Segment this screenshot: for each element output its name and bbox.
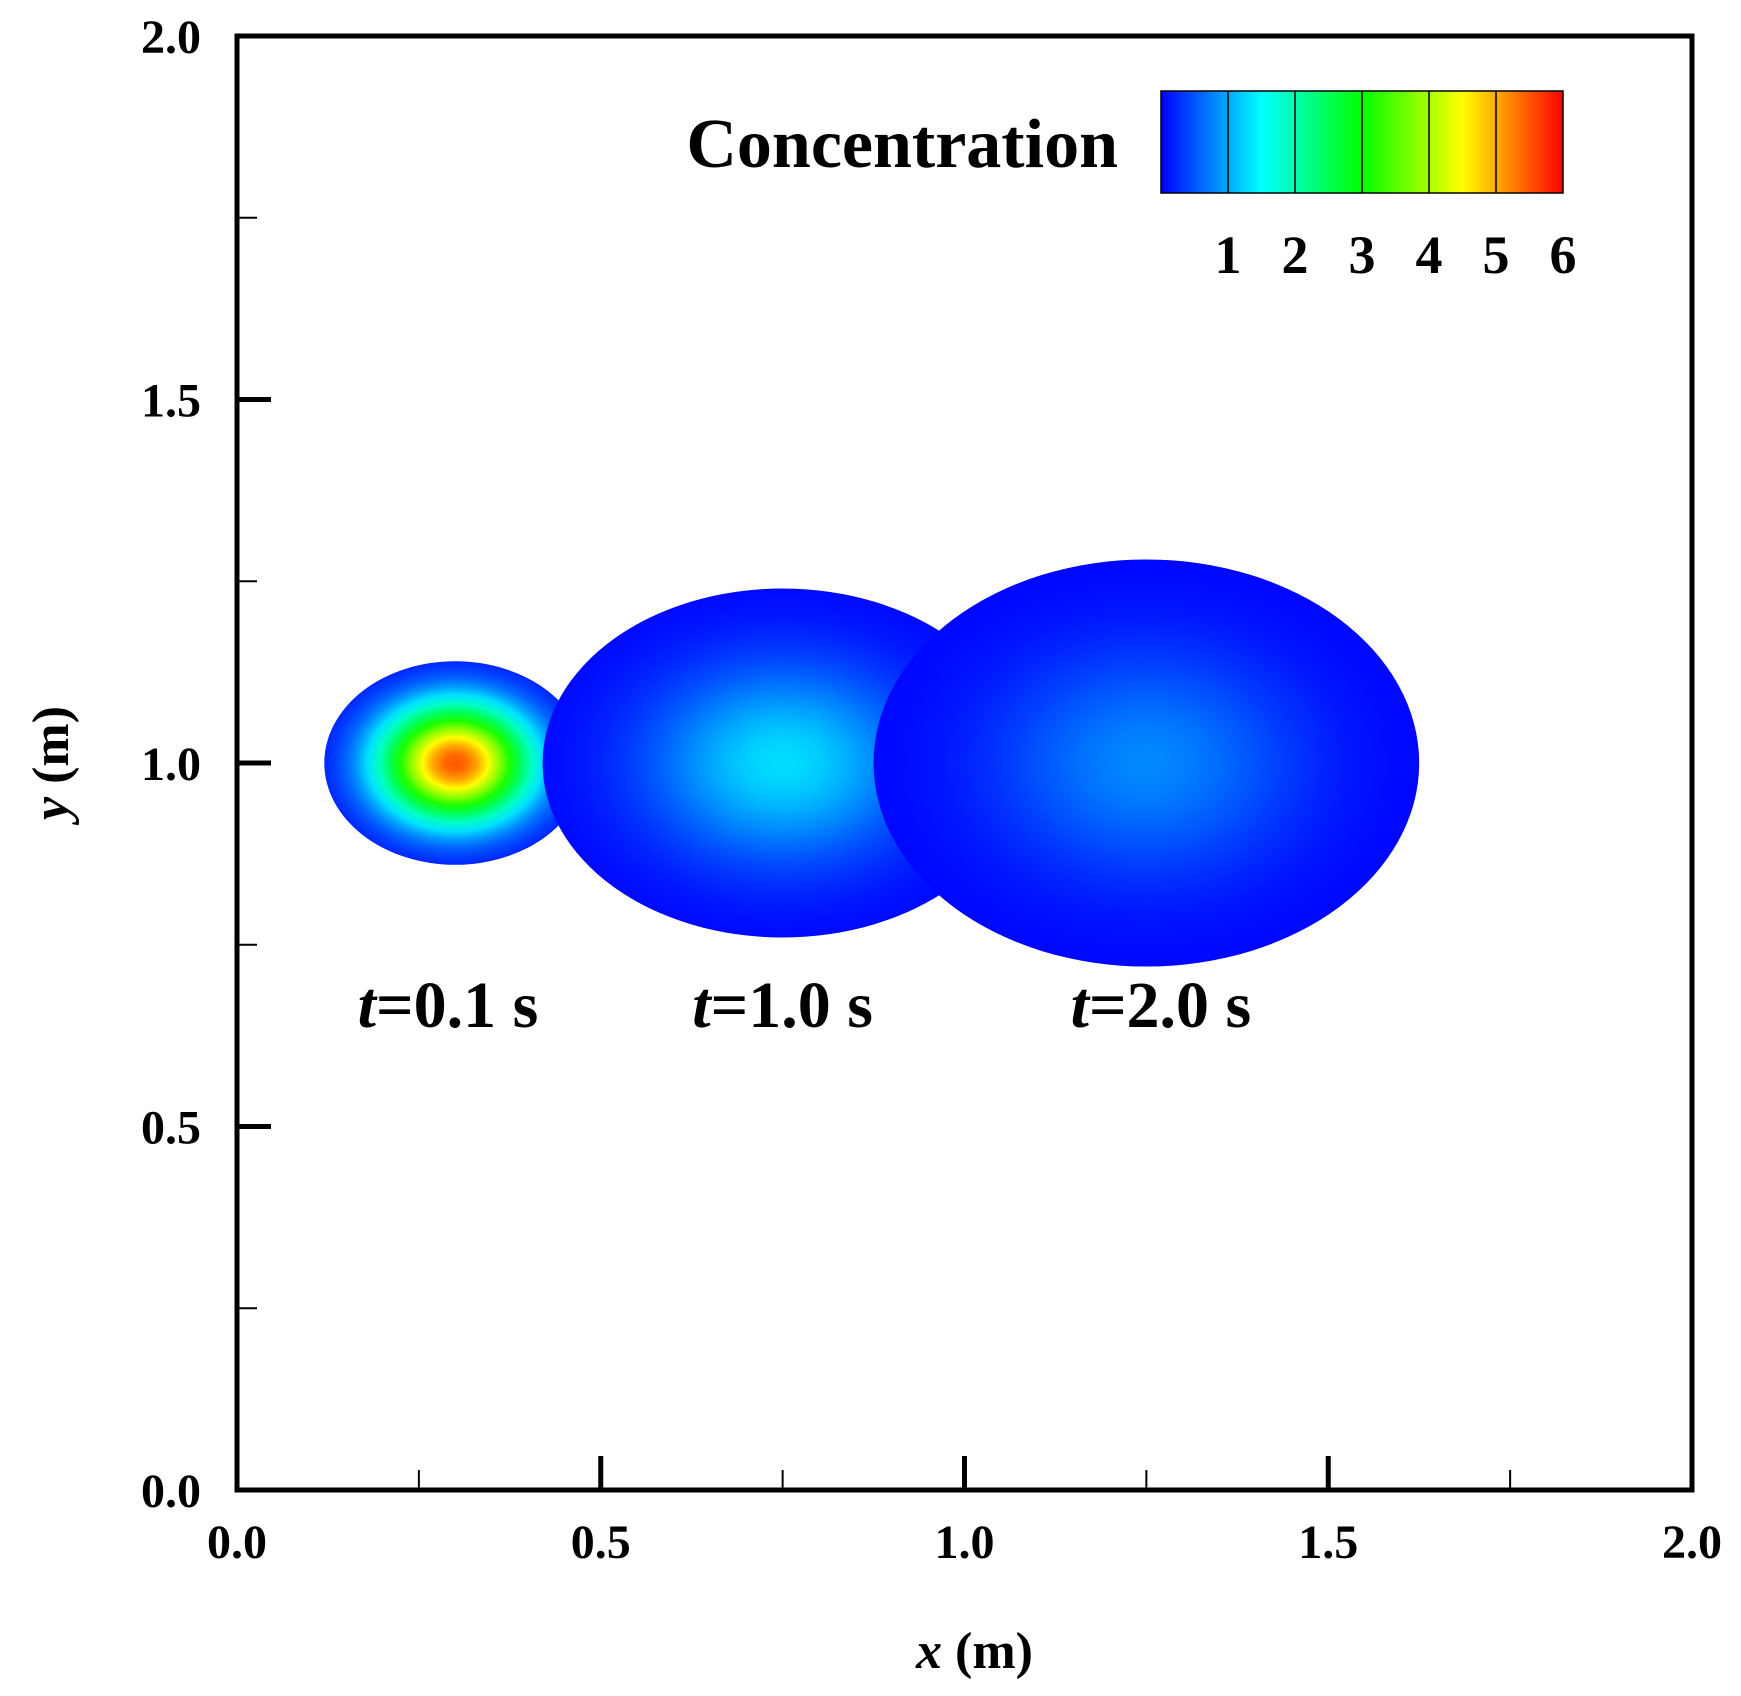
colorbar-tick-label: 4 <box>1416 225 1443 285</box>
axis-ticks: 0.0 0.5 1.0 1.5 2.0 0.0 0.5 1.0 1.5 2.0 <box>141 11 1722 1569</box>
colorbar-tick-label: 2 <box>1282 225 1309 285</box>
colorbar-tick-label: 3 <box>1349 225 1376 285</box>
colorbar-tick-label: 1 <box>1215 225 1242 285</box>
plot-frame <box>234 33 1695 1493</box>
x-tick-label: 0.5 <box>571 1516 631 1569</box>
y-tick-label: 2.0 <box>141 11 201 64</box>
x-tick-label: 2.0 <box>1662 1516 1722 1569</box>
time-label-2: t=2.0 s <box>1071 969 1252 1042</box>
time-label-1: t=1.0 s <box>692 969 873 1042</box>
y-tick-label: 0.0 <box>141 1465 201 1518</box>
x-tick-label: 0.0 <box>207 1516 267 1569</box>
colorbar-tick-label: 5 <box>1483 225 1510 285</box>
y-axis-label: y (m) <box>23 706 80 826</box>
time-label-0: t=0.1 s <box>358 969 539 1042</box>
x-tick-label: 1.0 <box>935 1516 995 1569</box>
colorbar-title: Concentration <box>686 106 1118 183</box>
plumes-layer <box>324 559 1420 967</box>
y-tick-label: 0.5 <box>141 1102 201 1155</box>
time-labels: t=0.1 s t=1.0 s t=2.0 s <box>358 969 1252 1042</box>
y-tick-label: 1.0 <box>141 738 201 791</box>
x-axis-label: x (m) <box>915 1623 1033 1680</box>
x-tick-label: 1.5 <box>1298 1516 1358 1569</box>
plume-0 <box>324 661 587 865</box>
plume-2 <box>873 559 1420 967</box>
y-tick-label: 1.5 <box>141 375 201 428</box>
colorbar: 1 2 3 4 5 6 Concentration <box>686 90 1577 285</box>
colorbar-tick-label: 6 <box>1550 225 1577 285</box>
